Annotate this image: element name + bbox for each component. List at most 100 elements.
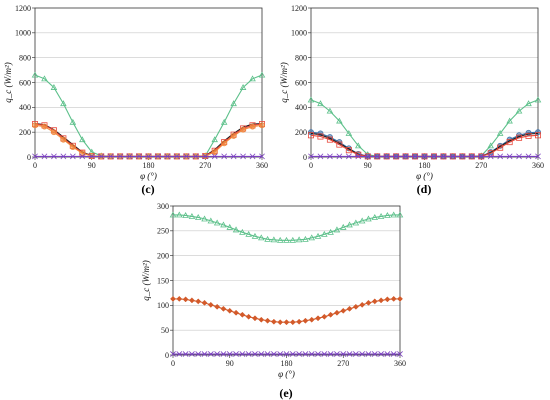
x-tick-label: 360 bbox=[394, 359, 406, 368]
data-point bbox=[352, 303, 359, 310]
data-point bbox=[321, 230, 328, 237]
data-point bbox=[221, 140, 228, 147]
data-point bbox=[245, 313, 252, 320]
data-point bbox=[60, 100, 67, 107]
data-point bbox=[226, 307, 233, 314]
data-point bbox=[355, 153, 362, 160]
data-point bbox=[339, 223, 347, 230]
data-point bbox=[41, 75, 48, 82]
data-point bbox=[170, 295, 176, 302]
data-point bbox=[384, 351, 391, 357]
data-point bbox=[220, 351, 227, 357]
series-darkorange bbox=[170, 295, 403, 326]
data-point bbox=[384, 212, 391, 218]
data-point bbox=[201, 299, 208, 306]
data-point bbox=[164, 153, 171, 160]
data-point bbox=[258, 351, 265, 357]
data-point bbox=[211, 153, 218, 160]
data-point bbox=[220, 221, 227, 228]
data-point bbox=[117, 153, 124, 160]
data-point bbox=[50, 129, 57, 136]
data-point bbox=[315, 315, 321, 322]
data-point bbox=[378, 297, 385, 304]
data-point bbox=[487, 153, 494, 160]
x-tick-label: 270 bbox=[337, 359, 349, 368]
data-point bbox=[468, 153, 475, 160]
data-point bbox=[336, 141, 343, 148]
data-point bbox=[340, 351, 347, 357]
x-tick-label: 90 bbox=[364, 161, 372, 170]
data-point bbox=[249, 75, 256, 82]
x-tick-label: 270 bbox=[199, 161, 211, 170]
data-point bbox=[214, 351, 221, 357]
data-point bbox=[345, 129, 353, 136]
data-point bbox=[230, 153, 237, 160]
series-green bbox=[169, 211, 404, 243]
data-point bbox=[270, 236, 278, 243]
data-point bbox=[365, 299, 372, 306]
data-point bbox=[355, 142, 362, 149]
data-point bbox=[211, 136, 218, 143]
data-point bbox=[69, 118, 77, 125]
data-point bbox=[240, 126, 247, 133]
data-point bbox=[496, 129, 504, 136]
data-point bbox=[252, 315, 258, 322]
data-point bbox=[69, 153, 76, 160]
data-point bbox=[345, 147, 352, 154]
y-tick-label: 1200 bbox=[291, 4, 307, 13]
data-point bbox=[182, 212, 189, 218]
data-point bbox=[346, 221, 353, 228]
data-point bbox=[336, 117, 343, 124]
data-point bbox=[478, 153, 485, 160]
data-point bbox=[194, 213, 202, 220]
y-tick-label: 150 bbox=[157, 276, 169, 285]
data-point bbox=[358, 217, 366, 224]
data-point bbox=[79, 136, 86, 143]
data-point bbox=[50, 84, 58, 90]
data-point bbox=[296, 351, 302, 357]
y-axis-label: q_c (W/m²) bbox=[141, 260, 151, 300]
data-point bbox=[302, 351, 309, 357]
data-point bbox=[308, 316, 315, 323]
data-point bbox=[232, 226, 240, 233]
y-tick-label: 50 bbox=[161, 326, 169, 335]
series-green bbox=[31, 71, 266, 159]
data-point bbox=[240, 153, 246, 160]
data-point bbox=[60, 153, 67, 160]
panel-label-c: (c) bbox=[141, 182, 154, 196]
data-point bbox=[214, 303, 221, 310]
panel-label-e: (e) bbox=[279, 386, 292, 400]
x-tick-label: 360 bbox=[532, 161, 544, 170]
x-axis-label: φ (°) bbox=[140, 171, 157, 181]
data-point bbox=[307, 132, 314, 139]
data-point bbox=[302, 317, 309, 324]
data-point bbox=[289, 319, 296, 326]
data-point bbox=[355, 151, 362, 158]
data-point bbox=[207, 301, 214, 308]
data-point bbox=[397, 351, 403, 357]
series-green bbox=[307, 96, 542, 159]
data-point bbox=[126, 153, 133, 160]
data-point bbox=[207, 351, 214, 357]
data-point bbox=[308, 234, 316, 241]
data-point bbox=[259, 153, 265, 160]
panel-e: (e) 0 50 100 150 200 250 300 0 90 180 270 360 φ (°) q… bbox=[141, 202, 406, 400]
y-tick-label: 0 bbox=[27, 153, 31, 162]
y-tick-label: 250 bbox=[157, 227, 169, 236]
data-point bbox=[98, 153, 105, 160]
x-tick-label: 0 bbox=[171, 359, 175, 368]
y-tick-label: 1000 bbox=[15, 29, 31, 38]
data-point bbox=[352, 219, 360, 226]
data-point bbox=[201, 351, 208, 357]
data-point bbox=[182, 351, 189, 357]
x-axis-label: φ (°) bbox=[416, 171, 433, 181]
y-tick-label: 1200 bbox=[15, 4, 31, 13]
y-tick-label: 600 bbox=[19, 78, 31, 87]
x-tick-label: 360 bbox=[256, 161, 268, 170]
data-point bbox=[384, 296, 391, 303]
data-point bbox=[276, 236, 284, 243]
data-point bbox=[295, 236, 303, 243]
data-point bbox=[239, 311, 246, 318]
data-point bbox=[506, 153, 513, 160]
data-point bbox=[393, 153, 400, 160]
